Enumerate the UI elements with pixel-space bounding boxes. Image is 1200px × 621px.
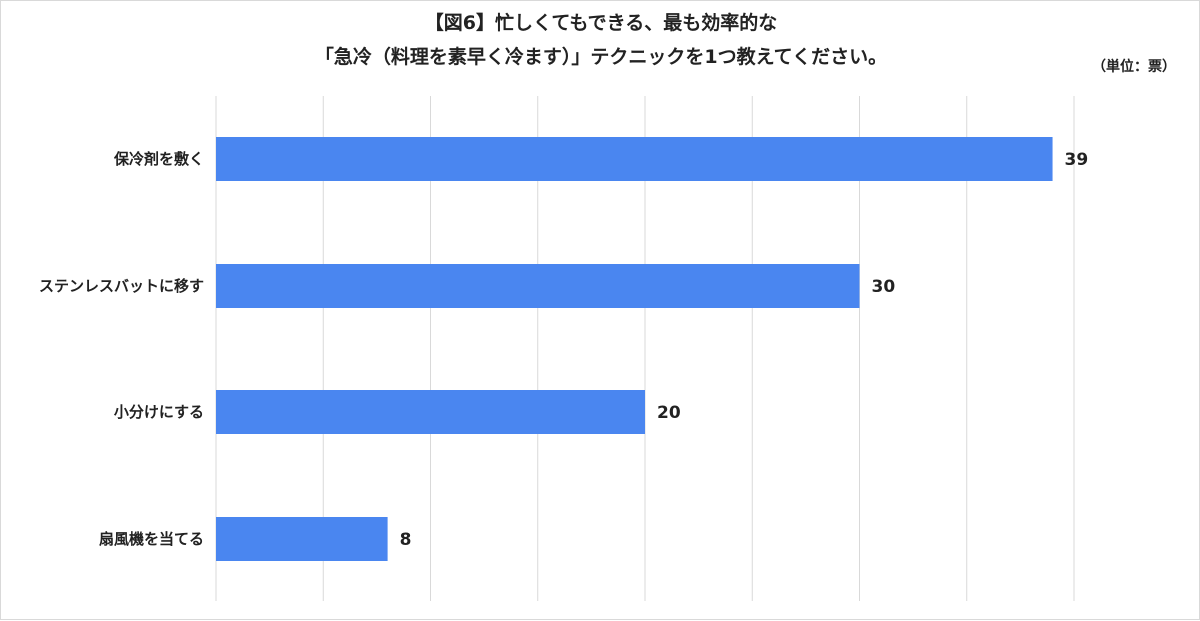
bar [216, 264, 860, 308]
category-label: 保冷剤を敷く [113, 150, 204, 168]
category-label: ステンレスバットに移す [39, 277, 204, 295]
bar [216, 390, 645, 434]
bar [216, 517, 388, 561]
value-label: 8 [400, 530, 412, 550]
value-label: 39 [1065, 150, 1089, 170]
category-label: 小分けにする [114, 403, 204, 421]
chart-title-line-2: 「急冷（料理を素早く冷ます）」テクニックを1つ教えてください。 [315, 45, 887, 68]
bars [216, 137, 1053, 561]
labels: 保冷剤を敷く 39 ステンレスバットに移す 30 小分けにする 20 扇風機を当てる 8 [39, 150, 1088, 550]
value-label: 30 [872, 277, 896, 297]
category-label: 扇風機を当てる [99, 530, 204, 548]
bar [216, 137, 1053, 181]
chart-title-line-1: 【図6】忙しくてもできる、最も効率的な [425, 11, 778, 34]
unit-label: （単位：票） [1092, 58, 1176, 75]
value-label: 20 [657, 403, 681, 423]
